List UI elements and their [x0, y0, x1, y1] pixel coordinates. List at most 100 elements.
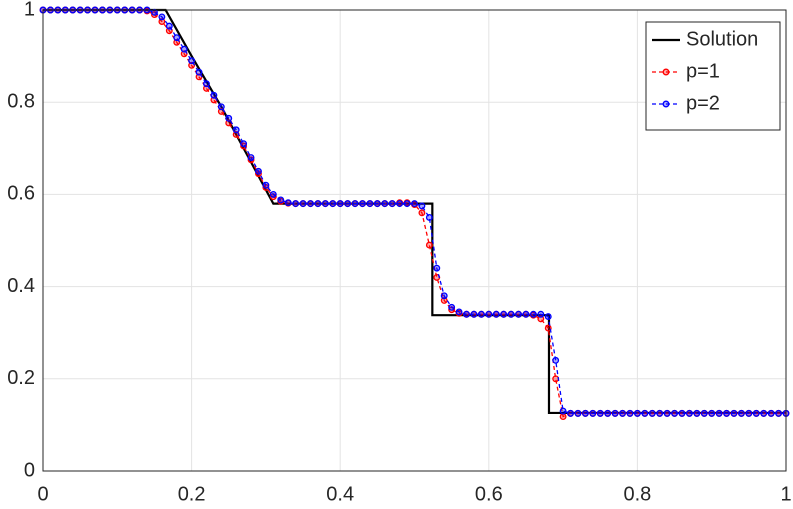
series-marker [522, 310, 530, 318]
series-marker [173, 34, 181, 42]
series-marker [307, 200, 314, 208]
series-marker [537, 310, 545, 318]
series-marker [203, 80, 210, 88]
series-marker [737, 409, 745, 417]
series-marker [463, 310, 470, 318]
series-marker [552, 356, 560, 364]
x-tick-label: 1 [780, 483, 791, 505]
series-marker [425, 241, 433, 249]
series-marker [321, 200, 329, 208]
series-marker [396, 200, 404, 208]
series-marker [351, 200, 359, 208]
series-marker [359, 200, 366, 208]
series-marker [269, 190, 277, 198]
series-marker [715, 409, 723, 417]
y-tick-label: 0.4 [7, 275, 35, 297]
y-tick-label: 0 [24, 459, 35, 481]
y-tick-label: 1 [24, 0, 35, 20]
series-marker [685, 409, 693, 417]
series-marker [767, 409, 775, 417]
series-marker [633, 409, 641, 417]
series-marker [262, 181, 270, 189]
series-marker [165, 22, 173, 30]
legend-marker [662, 100, 670, 108]
series-marker [292, 200, 300, 208]
series-marker [210, 91, 218, 99]
series-marker [693, 409, 701, 417]
series-marker [567, 409, 574, 417]
series-marker [708, 409, 716, 417]
series-marker [188, 57, 196, 65]
series-marker [552, 375, 560, 383]
series-marker [775, 409, 783, 417]
series-marker [700, 409, 708, 417]
series-marker [500, 310, 508, 318]
series-marker [366, 200, 374, 208]
series-marker [373, 200, 381, 208]
legend-label: p=1 [686, 60, 720, 82]
series-marker [477, 310, 485, 318]
series-marker [470, 310, 478, 318]
series-marker [255, 167, 262, 175]
legend-label: Solution [686, 28, 758, 50]
x-tick-label: 0.4 [326, 483, 354, 505]
legend-label: p=2 [686, 92, 720, 114]
series-marker [158, 13, 166, 21]
series-marker [381, 200, 389, 208]
series-marker [648, 409, 656, 417]
series-marker [217, 103, 225, 111]
series-line [43, 8, 786, 415]
series-marker [760, 409, 768, 417]
series-marker [314, 200, 322, 208]
series-marker [515, 310, 522, 318]
series-marker [180, 45, 188, 53]
series-marker [663, 409, 671, 417]
series-marker [195, 68, 203, 76]
x-tick-label: 0.6 [475, 483, 503, 505]
series-marker [574, 409, 582, 417]
series-marker [730, 409, 738, 417]
x-tick-label: 0 [37, 483, 48, 505]
y-tick-label: 0.2 [7, 367, 35, 389]
x-tick-label: 0.8 [623, 483, 651, 505]
series-marker [619, 409, 626, 417]
series-marker [240, 140, 248, 148]
series-marker [544, 313, 552, 321]
y-tick-label: 0.8 [7, 90, 35, 112]
series-marker [589, 409, 597, 417]
series-marker [277, 196, 285, 204]
series-marker [581, 409, 589, 417]
series-marker [425, 213, 433, 221]
series-marker [299, 200, 307, 208]
series-marker [284, 199, 292, 207]
series-marker [485, 310, 493, 318]
series-marker [388, 200, 396, 208]
series-marker [492, 310, 500, 318]
series-marker [507, 310, 515, 318]
series-marker [537, 315, 545, 323]
series-marker [418, 209, 426, 217]
series-marker [232, 126, 240, 134]
series-marker [611, 409, 619, 417]
series-marker [329, 200, 337, 208]
y-tick-label: 0.6 [7, 183, 35, 205]
series-marker [418, 202, 426, 210]
series-marker [641, 409, 649, 417]
series-marker [745, 409, 753, 417]
series-marker [656, 409, 664, 417]
series-marker [440, 292, 448, 300]
axes-box [42, 9, 787, 472]
series-marker [448, 303, 456, 311]
series-marker [411, 200, 418, 208]
series-marker [440, 296, 448, 304]
series-marker [752, 409, 760, 417]
series-marker [433, 264, 441, 272]
series-marker [158, 18, 166, 25]
series-marker [247, 154, 255, 161]
series-marker [529, 310, 537, 318]
legend-marker [662, 68, 670, 76]
series-marker [596, 409, 604, 417]
series-marker [678, 409, 686, 417]
